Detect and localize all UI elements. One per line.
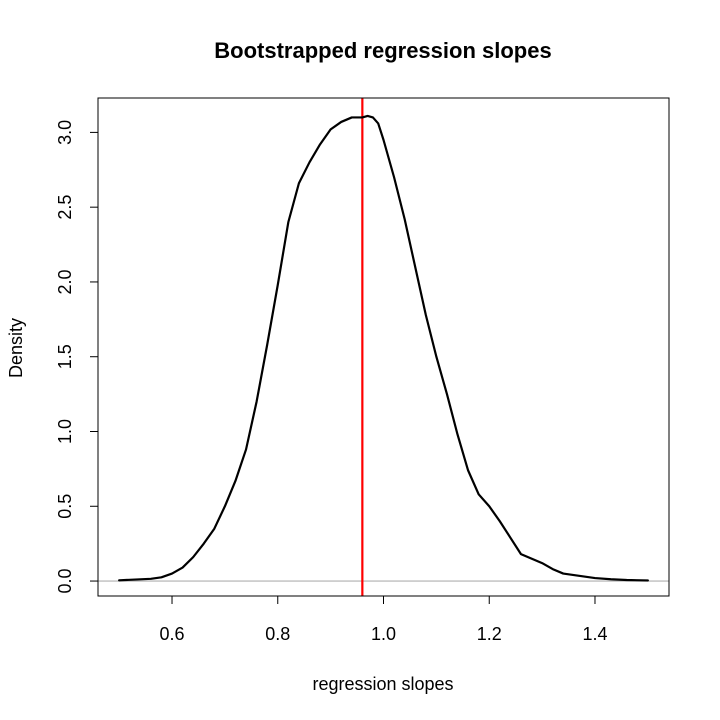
y-tick-label: 2.5 — [55, 195, 75, 220]
y-axis: 0.0 0.5 1.0 1.5 2.0 2.5 3.0 — [55, 120, 99, 594]
x-tick-label: 1.2 — [477, 624, 502, 644]
chart-title: Bootstrapped regression slopes — [214, 38, 551, 63]
x-axis: 0.6 0.8 1.0 1.2 1.4 — [160, 595, 607, 644]
y-axis-label: Density — [6, 318, 26, 378]
y-tick-label: 0.0 — [55, 569, 75, 594]
y-tick-label: 3.0 — [55, 120, 75, 145]
x-tick-label: 1.4 — [582, 624, 607, 644]
x-tick-label: 1.0 — [371, 624, 396, 644]
x-tick-label: 0.6 — [160, 624, 185, 644]
density-curve — [118, 114, 649, 582]
plot-frame — [97, 97, 670, 597]
y-tick-label: 1.5 — [55, 344, 75, 369]
x-axis-label: regression slopes — [312, 674, 453, 694]
y-tick-label: 2.0 — [55, 269, 75, 294]
series-layer — [118, 114, 649, 582]
reference-lines — [98, 98, 669, 596]
y-tick-label: 1.0 — [55, 419, 75, 444]
y-tick-label: 0.5 — [55, 494, 75, 519]
x-tick-label: 0.8 — [265, 624, 290, 644]
